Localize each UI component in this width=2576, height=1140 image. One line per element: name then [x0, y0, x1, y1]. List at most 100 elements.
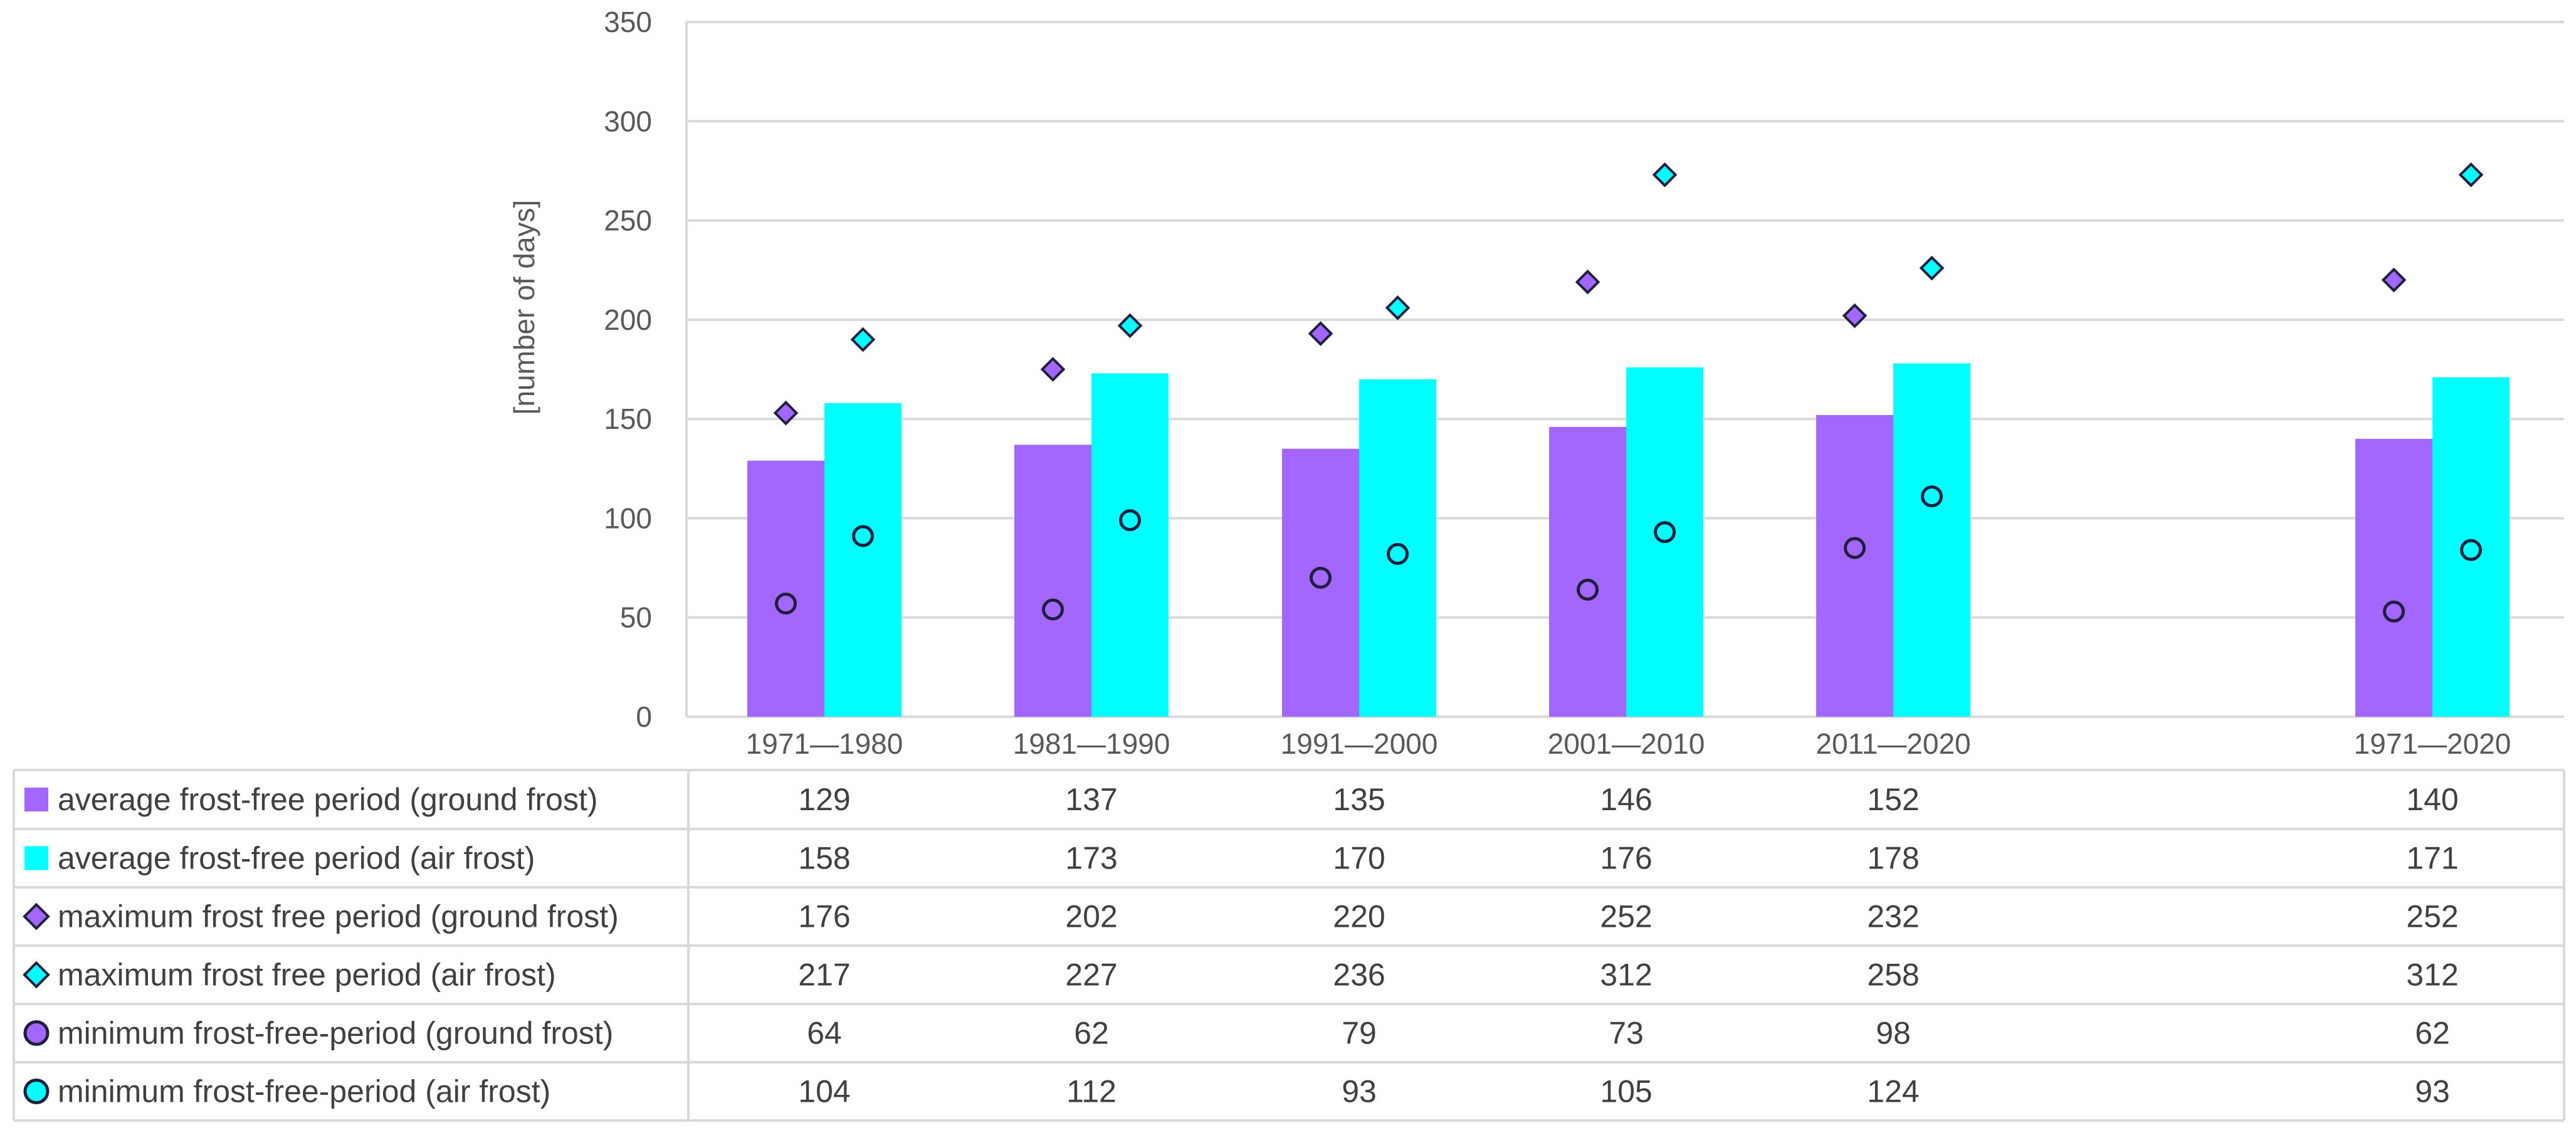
table-cell: 135 [1333, 782, 1385, 817]
table-cell: 93 [2415, 1074, 2450, 1109]
bar-ground-frost [1014, 445, 1091, 717]
bar-ground-frost [747, 460, 824, 717]
x-tick-label: 2011—2020 [1816, 727, 1970, 760]
legend-key-circle [23, 1020, 50, 1046]
x-tick-label: 1991—2000 [1281, 727, 1438, 760]
max-ground-frost-marker [773, 400, 799, 426]
markers [773, 162, 2484, 623]
legend-key-square [24, 788, 48, 811]
x-tick-label: 1971—1980 [746, 727, 903, 760]
max-air-frost-marker [1652, 162, 1678, 187]
y-tick-label: 350 [604, 6, 652, 38]
table-row-label: average frost-free period (ground frost) [58, 782, 598, 817]
table-cell: 93 [1342, 1074, 1377, 1109]
min-ground-frost-marker [775, 593, 797, 615]
table-cell: 152 [1867, 782, 1919, 817]
x-tick-label: 1971—2020 [2354, 727, 2511, 760]
x-tick-label: 2001—2010 [1548, 727, 1705, 760]
bar-ground-frost [1816, 414, 1893, 717]
y-tick-label: 200 [604, 303, 652, 336]
legend-key-diamond [23, 961, 50, 989]
max-air-frost-marker [2458, 162, 2484, 187]
min-air-frost-marker [852, 525, 874, 547]
max-ground-frost-marker [1575, 269, 1601, 295]
y-tick-label: 250 [604, 204, 652, 237]
table-cell: 62 [1074, 1016, 1109, 1051]
table-cell: 217 [798, 958, 850, 993]
min-ground-frost-marker [2383, 600, 2405, 623]
table-row-label: maximum frost free period (ground frost) [58, 899, 619, 934]
min-air-frost-marker [2460, 539, 2482, 561]
min-air-frost-marker [1387, 542, 1409, 565]
bar-air-frost [1091, 373, 1169, 717]
table-cell: 258 [1867, 958, 1919, 993]
y-tick-label: 300 [604, 105, 652, 137]
bar-air-frost [824, 403, 902, 717]
bar-air-frost [1893, 363, 1970, 717]
table-cell: 312 [2406, 958, 2458, 993]
table-cell: 202 [1065, 899, 1117, 934]
x-tick-labels: 1971—1980 1981—1990 1991—2000 2001—2010 2011… [746, 727, 2511, 760]
table-cell: 158 [798, 841, 850, 876]
table-cell: 252 [2406, 899, 2458, 934]
table-cell: 64 [807, 1016, 842, 1051]
table-cell: 137 [1065, 782, 1117, 817]
table-cell: 73 [1609, 1016, 1644, 1051]
table-cell: 140 [2406, 782, 2458, 817]
table-cell: 178 [1867, 841, 1919, 876]
max-ground-frost-marker [2381, 267, 2407, 293]
table-row-label: average frost-free period (air frost) [58, 841, 535, 876]
min-air-frost-marker [1654, 521, 1676, 544]
legend-key-circle [23, 1079, 50, 1104]
table-cell: 236 [1333, 958, 1385, 993]
max-air-frost-marker [1117, 313, 1143, 339]
max-air-frost-marker [850, 327, 876, 352]
table-cell: 129 [798, 782, 850, 817]
bar-air-frost [2432, 377, 2510, 717]
max-air-frost-marker [1385, 295, 1411, 320]
table-cell: 170 [1333, 841, 1385, 876]
legend-key-square [24, 846, 48, 870]
max-ground-frost-marker [1842, 303, 1868, 329]
y-axis-label-group: [number of days] [508, 200, 540, 415]
legend-key-diamond [23, 902, 50, 931]
bar-air-frost [1359, 379, 1436, 717]
max-ground-frost-marker [1040, 357, 1066, 382]
y-tick-label: 50 [620, 601, 652, 634]
table-cell: 98 [1876, 1016, 1911, 1051]
table-cell: 79 [1342, 1016, 1377, 1051]
table-cell: 176 [1600, 841, 1652, 876]
x-tick-label: 1981—1990 [1013, 727, 1170, 760]
min-ground-frost-marker [1310, 566, 1332, 589]
table-cell: 176 [798, 899, 850, 934]
bar-ground-frost [1282, 448, 1359, 717]
table-cell: 112 [1066, 1074, 1117, 1109]
bars [747, 363, 2510, 717]
table-cell: 227 [1065, 958, 1117, 993]
y-tick-label: 0 [636, 700, 652, 733]
table-cell: 220 [1333, 899, 1385, 934]
table-cell: 104 [798, 1074, 850, 1109]
bar-ground-frost [1549, 426, 1626, 717]
max-ground-frost-marker [1308, 321, 1333, 346]
min-air-frost-marker [1921, 485, 1943, 508]
y-axis-label: [number of days] [508, 200, 540, 415]
table-cell: 105 [1600, 1074, 1652, 1109]
table-cell: 62 [2415, 1016, 2450, 1051]
table-cell: 171 [2406, 841, 2458, 876]
table-cell: 252 [1600, 899, 1652, 934]
table-cell: 312 [1600, 958, 1652, 993]
table-cell: 146 [1600, 782, 1652, 817]
min-ground-frost-marker [1577, 578, 1599, 601]
table-cell: 232 [1867, 899, 1919, 934]
y-tick-label: 150 [604, 403, 652, 435]
min-ground-frost-marker [1042, 598, 1064, 621]
table-row-label: minimum frost-free-period (air frost) [58, 1074, 550, 1109]
table-row-label: minimum frost-free-period (ground frost) [58, 1016, 613, 1051]
max-air-frost-marker [1919, 255, 1945, 281]
min-air-frost-marker [1119, 509, 1141, 532]
bar-ground-frost [2355, 438, 2432, 717]
table-cell: 173 [1065, 841, 1117, 876]
table-row-label: maximum frost free period (air frost) [58, 958, 556, 993]
